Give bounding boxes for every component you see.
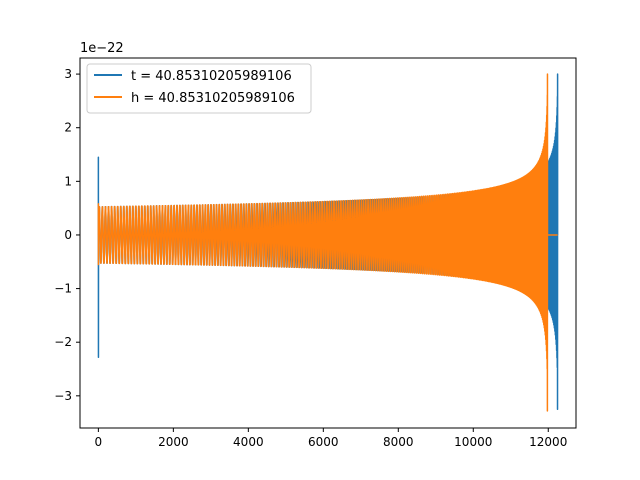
y-tick-label: 2 [64,121,72,135]
y-offset-label: 1e−22 [80,41,124,56]
legend-label: t = 40.85310205989106 [131,69,292,84]
x-tick-label: 2000 [158,435,189,449]
x-tick-label: 6000 [308,435,339,449]
plot-frame [79,57,577,429]
y-tick-label: 3 [64,67,72,81]
legend: t = 40.85310205989106 h = 40.853102059891… [86,63,312,114]
y-tick-label: 0 [64,228,72,242]
legend-box [86,63,312,114]
x-tick-label: 10000 [454,435,492,449]
x-tick-label: 8000 [383,435,414,449]
y-tick-label: −3 [54,389,72,403]
x-tick-label: 4000 [233,435,264,449]
y-tick-label: −1 [54,282,72,296]
x-tick-label: 12000 [529,435,567,449]
ticks-layer: 0 2000 4000 6000 8000 10000 12000 3 2 1 0 −1 −2 −3 [54,67,567,449]
y-tick-label: −2 [54,335,72,349]
y-tick-label: 1 [64,174,72,188]
series-line-h [97,73,558,412]
series-layer [97,73,559,412]
legend-label: h = 40.85310205989106 [131,91,295,106]
x-tick-label: 0 [95,435,103,449]
